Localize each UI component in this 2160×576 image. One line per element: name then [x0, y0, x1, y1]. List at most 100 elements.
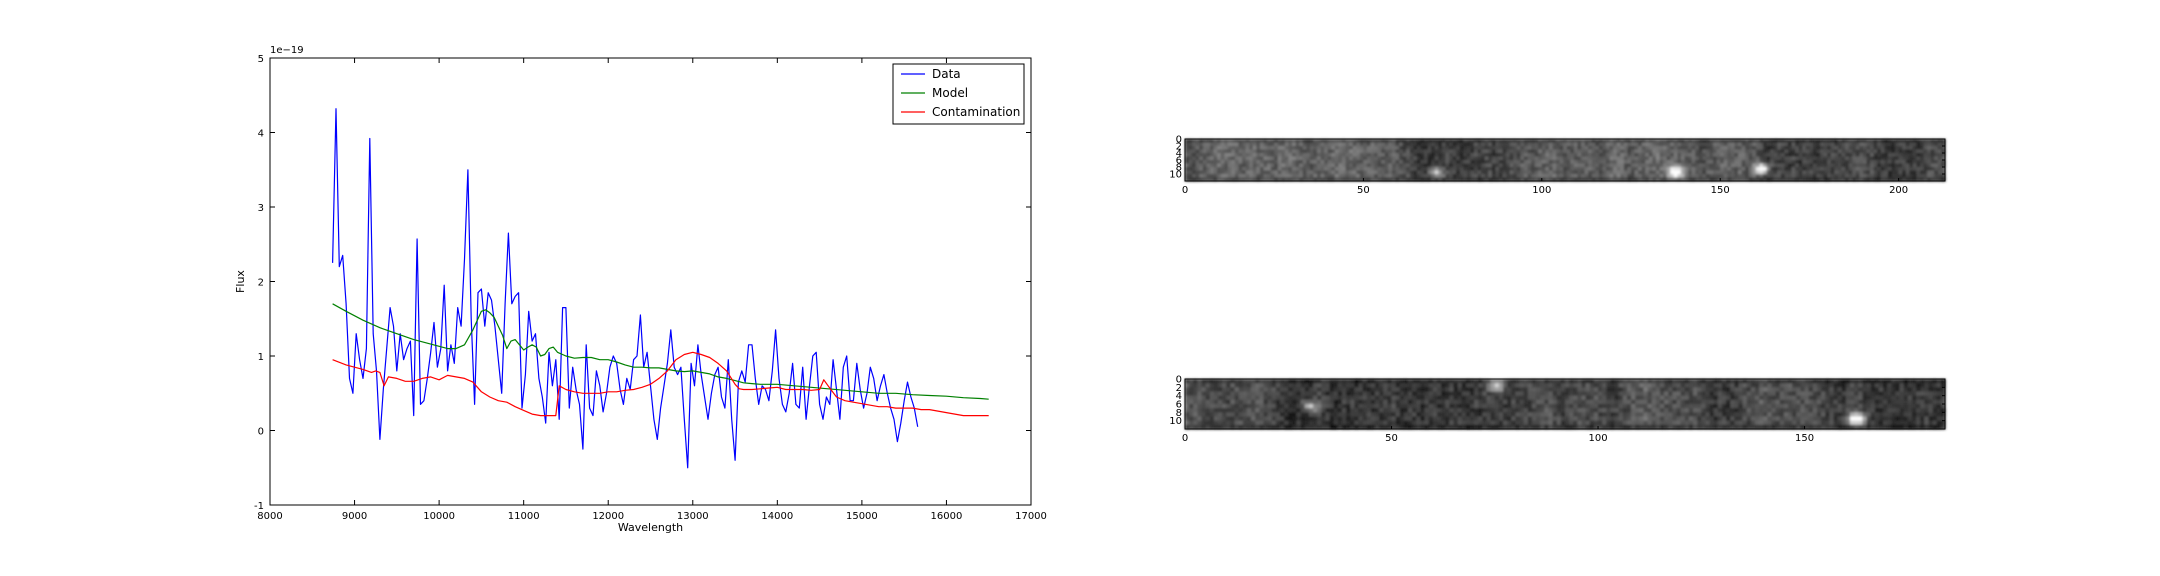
top-image-pixel: [1570, 149, 1575, 154]
top-image-pixel: [1391, 139, 1397, 144]
top-image-pixel: [1873, 167, 1878, 172]
top-image-pixel: [1823, 139, 1828, 144]
top-image-pixel: [1491, 163, 1497, 168]
top-image-pixel: [1267, 142, 1272, 147]
top-image-pixel: [1456, 174, 1461, 179]
top-image-pixel: [1185, 177, 1190, 182]
bottom-image-pixel: [1370, 391, 1376, 397]
bottom-image-pixel: [1379, 387, 1384, 393]
top-image-pixel: [1895, 163, 1900, 168]
bottom-image-pixel: [1899, 387, 1905, 393]
bottom-image-pixel: [1503, 383, 1508, 388]
top-image-pixel: [1427, 167, 1432, 172]
top-image-pixel: [1709, 146, 1714, 151]
bottom-image-pixel: [1635, 408, 1640, 413]
bottom-image-pixel: [1560, 420, 1566, 426]
bottom-image-pixel: [1408, 383, 1413, 388]
bottom-image-pixel: [1544, 408, 1550, 413]
top-image-pixel: [1920, 167, 1925, 172]
bottom-image-pixel: [1333, 416, 1339, 422]
bottom-image-pixel: [1812, 387, 1818, 393]
bottom-image-pixel: [1548, 395, 1554, 401]
top-image-pixel: [1227, 177, 1232, 182]
bottom-image-pixel: [1391, 416, 1397, 422]
top-image-pixel: [1245, 156, 1250, 161]
bottom-image-pixel: [1862, 399, 1868, 405]
top-image-pixel: [1559, 177, 1564, 182]
bottom-image-pixel: [1800, 412, 1806, 418]
top-image-pixel: [1613, 174, 1618, 179]
top-image-pixel: [1470, 156, 1475, 161]
bottom-image-pixel: [1350, 387, 1355, 393]
bottom-image-pixel: [1465, 424, 1471, 430]
top-image-pixel: [1259, 156, 1265, 161]
top-image-pixel: [1209, 170, 1215, 175]
top-image-pixel: [1770, 177, 1775, 182]
bottom-image-pixel: [1895, 379, 1901, 384]
bottom-image-pixel: [1350, 412, 1355, 418]
bottom-image-pixel: [1742, 416, 1748, 422]
top-image-pixel: [1670, 139, 1675, 144]
top-image-pixel: [1834, 174, 1839, 179]
bottom-image-pixel: [1470, 404, 1475, 409]
top-image-pixel: [1573, 139, 1579, 144]
bottom-image-pixel: [1635, 424, 1640, 430]
top-image-pixel: [1884, 160, 1889, 165]
top-image-pixel: [1449, 156, 1454, 161]
bottom-image-pixel: [1383, 379, 1388, 384]
top-image-pixel: [1270, 153, 1275, 158]
top-image-pixel: [1538, 160, 1543, 165]
top-image-pixel: [1256, 170, 1261, 175]
bottom-image-pixel: [1523, 399, 1529, 405]
top-image-pixel: [1324, 160, 1329, 165]
top-image-pixel: [1866, 163, 1871, 168]
top-image-pixel: [1220, 174, 1225, 179]
bottom-image-pixel: [1461, 420, 1467, 426]
top-image-pixel: [1313, 142, 1318, 147]
bottom-image-pixel: [1308, 424, 1314, 430]
top-image-pixel: [1573, 170, 1579, 175]
bottom-image-pixel: [1651, 383, 1657, 388]
top-image-pixel: [1391, 142, 1397, 147]
top-image-pixel: [1188, 146, 1193, 151]
top-image-pixel: [1452, 156, 1457, 161]
bottom-image-pixel: [1862, 408, 1868, 413]
bottom-image-x-tick-label: 100: [1588, 433, 1607, 444]
top-image-pixel: [1873, 139, 1878, 144]
top-image-pixel: [1434, 174, 1439, 179]
top-image-pixel: [1727, 167, 1732, 172]
top-image-pixel: [1623, 170, 1629, 175]
top-image-pixel: [1402, 139, 1407, 144]
top-image-pixel: [1713, 142, 1718, 147]
top-image-pixel: [1263, 142, 1268, 147]
top-image-pixel: [1498, 146, 1504, 151]
bottom-image-pixel: [1701, 416, 1707, 422]
top-image-pixel: [1734, 163, 1739, 168]
top-image-pixel: [1595, 153, 1600, 158]
top-image-pixel: [1281, 146, 1286, 151]
bottom-image-pixel: [1792, 395, 1797, 401]
top-image-pixel: [1545, 177, 1550, 182]
bottom-image-pixel: [1804, 395, 1810, 401]
top-image-pixel: [1334, 167, 1340, 172]
top-image-pixel: [1773, 142, 1778, 147]
top-image-pixel: [1370, 156, 1375, 161]
top-image-pixel: [1306, 146, 1311, 151]
top-image-pixel: [1267, 156, 1272, 161]
bottom-image-pixel: [1717, 395, 1723, 401]
top-image-pixel: [1584, 170, 1589, 175]
bottom-image-pixel: [1796, 391, 1802, 397]
top-image-pixel: [1252, 177, 1257, 182]
top-image-pixel: [1484, 149, 1489, 154]
top-image-pixel: [1356, 156, 1361, 161]
bottom-image-pixel: [1816, 399, 1822, 405]
top-image-pixel: [1495, 149, 1500, 154]
top-image-pixel: [1513, 142, 1518, 147]
bottom-image-pixel: [1193, 395, 1198, 401]
top-image-pixel: [1256, 177, 1261, 182]
top-image-pixel: [1763, 160, 1768, 165]
bottom-image-pixel: [1230, 391, 1236, 397]
bottom-image-pixel: [1721, 383, 1727, 388]
top-image-pixel: [1602, 153, 1607, 158]
top-image-pixel: [1770, 160, 1775, 165]
